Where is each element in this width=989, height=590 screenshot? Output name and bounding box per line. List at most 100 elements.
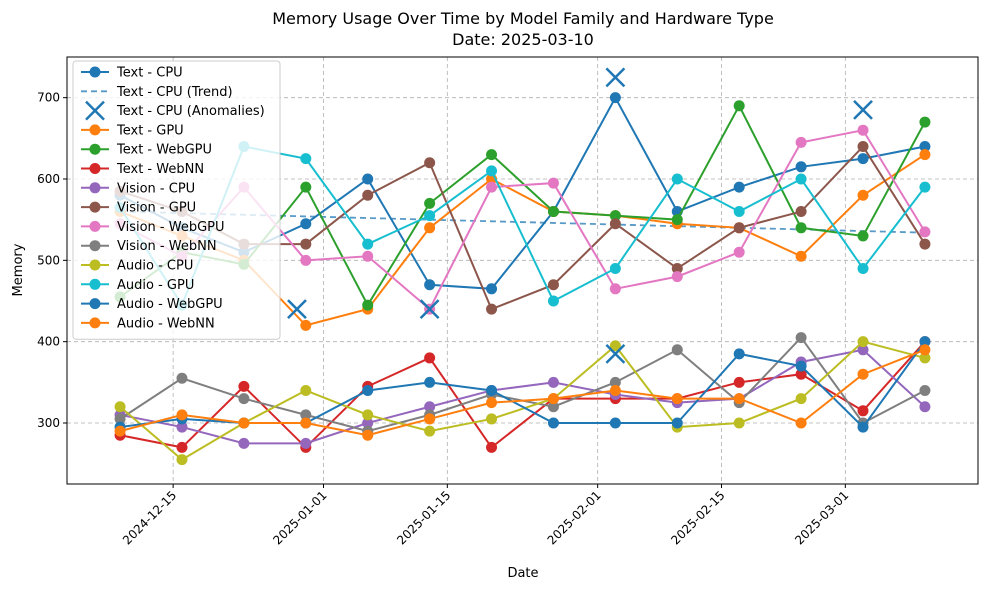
data-point-vision-webgpu [733,246,745,258]
data-point-audio-webnn [795,417,807,429]
data-point-vision-webgpu [671,271,683,283]
data-point-audio-cpu [362,409,374,421]
data-point-audio-cpu [857,336,869,348]
x-tick-label: 2025-03-01 [792,488,851,547]
data-point-text-gpu [857,189,869,201]
legend-label: Vision - GPU [117,201,196,216]
legend-entry: Audio - GPU [81,278,194,293]
legend-label: Vision - CPU [117,181,195,196]
data-point-vision-cpu [919,401,931,413]
legend-entry: Text - CPU (Anomalies) [85,100,265,121]
data-point-vision-gpu [300,238,312,250]
data-point-audio-gpu [733,206,745,218]
data-point-audio-cpu [300,384,312,396]
data-point-text-gpu [919,149,931,161]
data-point-text-webnn [424,352,436,364]
x-tick-label: 2025-02-01 [545,488,604,547]
data-point-vision-webnn [671,344,683,356]
data-point-vision-cpu [238,437,250,449]
data-point-audio-gpu [486,165,498,177]
data-point-text-webgpu [424,197,436,209]
legend-swatch-marker [89,66,101,78]
data-point-audio-webgpu [486,384,498,396]
data-point-vision-webnn [919,384,931,396]
data-point-vision-gpu [424,157,436,169]
legend-swatch-marker [89,163,101,174]
data-point-text-cpu [424,279,436,291]
data-point-vision-webnn [176,372,188,384]
legend-label: Vision - WebNN [117,239,217,254]
data-point-text-cpu [362,173,374,185]
data-point-audio-gpu [609,262,621,274]
legend-swatch-marker [89,298,101,310]
data-point-vision-cpu [857,344,869,356]
y-axis-ticks: 300 400 500 600 700 [37,91,67,430]
legend-swatch-marker [89,317,101,329]
y-axis-label: Memory [11,243,26,296]
y-tick-label: 400 [37,335,60,349]
x-tick-label: 2025-01-15 [394,488,453,547]
anomaly-marker [605,67,626,88]
data-point-audio-webgpu [919,336,931,348]
anomaly-marker [287,299,307,320]
series-line-vision-cpu [119,348,926,445]
data-point-vision-webgpu [857,124,869,136]
legend-label: Text - WebNN [116,162,204,177]
x-tick-label: 2025-02-15 [668,488,727,547]
legend-swatch-marker [89,201,101,213]
data-point-audio-cpu [424,425,436,437]
data-point-audio-cpu [919,352,931,364]
data-point-audio-webnn [424,413,436,425]
x-tick-label: 2024-12-15 [120,488,179,547]
data-point-audio-webnn [362,429,374,441]
anomaly-marker [853,99,873,120]
data-point-text-webgpu [919,116,931,128]
series-line-audio-webnn [119,348,926,437]
data-point-vision-gpu [609,218,621,230]
anomaly-marker [605,343,626,364]
legend-label: Audio - WebGPU [117,297,223,312]
data-point-audio-gpu [424,210,436,222]
legend-label: Audio - CPU [117,259,193,274]
legend-label: Vision - WebGPU [117,220,225,235]
x-axis-ticks: 2024-12-15 2025-01-01 2025-01-15 2025-02-01… [120,484,851,547]
data-point-vision-webgpu [795,136,807,148]
data-point-text-gpu [795,250,807,262]
data-point-audio-webnn [238,417,250,429]
data-point-vision-cpu [362,417,374,429]
y-tick-label: 500 [37,253,60,267]
data-point-text-webgpu [671,214,683,226]
data-point-vision-webnn [114,413,126,425]
legend-box [72,60,281,340]
data-point-text-webnn [486,441,498,453]
chart-subtitle: Date: 2025-03-10 [452,30,594,49]
chart-title: Memory Usage Over Time by Model Family a… [272,9,774,28]
legend-label: Audio - WebNN [117,316,215,331]
legend-entry: Text - CPU (Trend) [81,85,233,100]
data-point-vision-gpu [362,189,374,201]
data-point-audio-webnn [547,393,559,405]
data-point-text-gpu [300,319,312,331]
data-point-audio-cpu [114,401,126,413]
data-point-text-webnn [176,441,188,453]
data-point-vision-cpu [547,376,559,388]
data-point-text-cpu [300,218,312,230]
data-point-vision-webnn [547,401,559,413]
legend-swatch-x [85,100,105,121]
legend-label: Text - CPU (Anomalies) [116,104,265,119]
legend-label: Audio - GPU [117,278,194,293]
data-point-audio-gpu [671,173,683,185]
data-point-audio-gpu [919,181,931,193]
data-point-audio-gpu [362,238,374,250]
data-point-audio-webnn [300,417,312,429]
legend-label: Text - CPU [116,66,183,81]
legend-entry: Audio - CPU [81,259,193,274]
data-point-vision-gpu [857,140,869,152]
data-point-vision-gpu [733,222,745,234]
legend-label: Text - WebGPU [116,143,212,158]
data-point-text-webnn [795,368,807,380]
data-point-text-webgpu [857,230,869,242]
data-point-audio-gpu [547,295,559,307]
data-point-audio-webnn [486,397,498,409]
legend-entry: Text - GPU [81,123,184,138]
